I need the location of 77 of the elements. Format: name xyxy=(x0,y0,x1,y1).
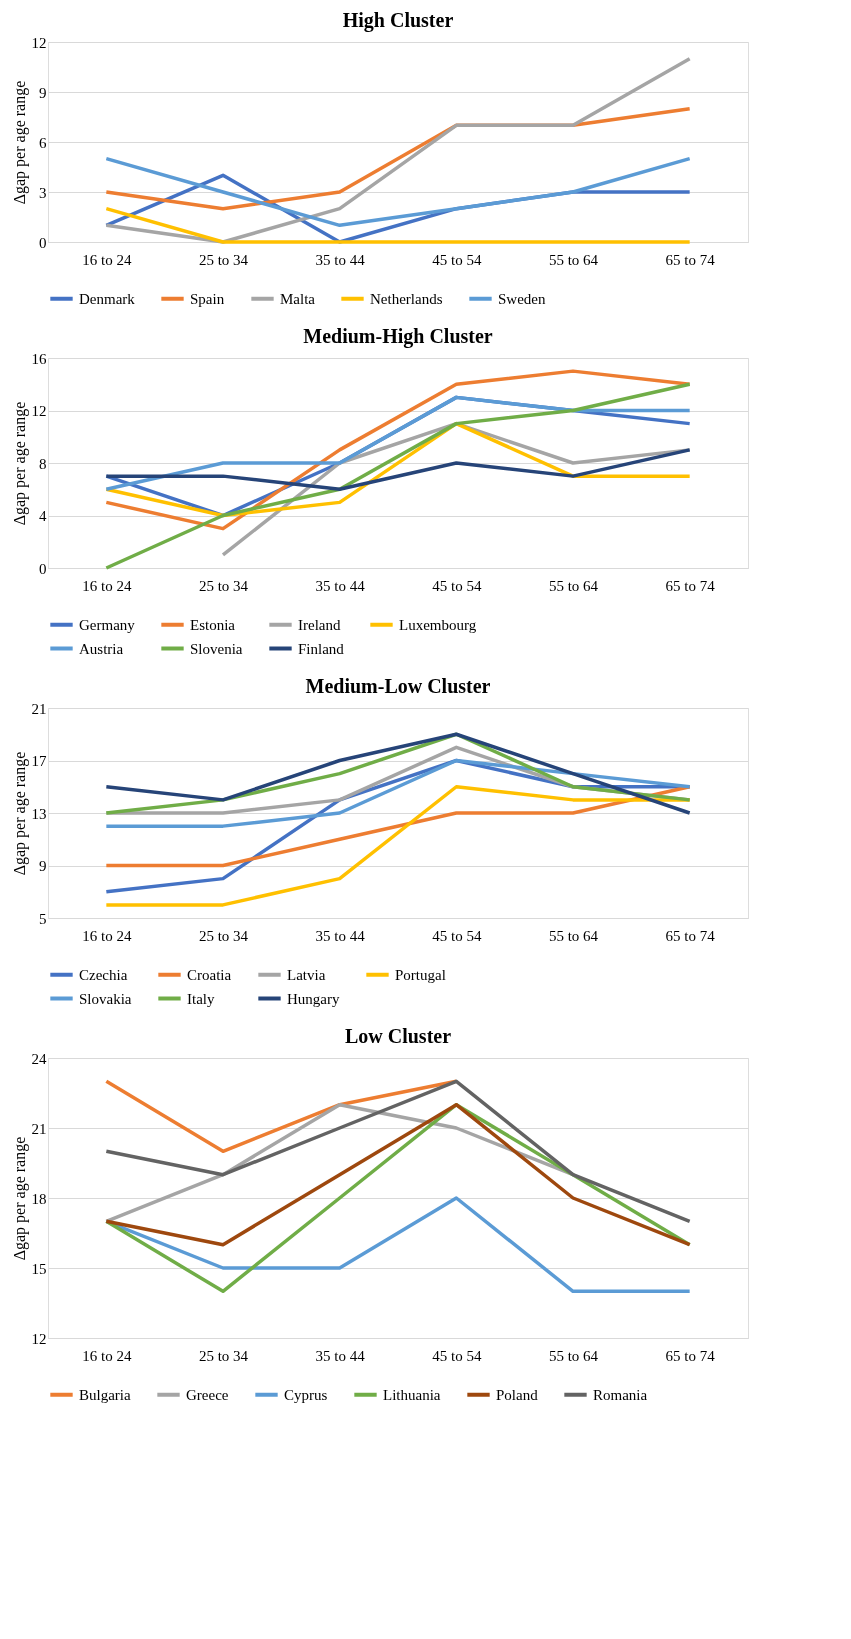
y-tick-label: 21 xyxy=(31,1120,47,1137)
y-tick-label: 8 xyxy=(39,455,47,472)
legend-label: Luxembourg xyxy=(399,616,477,633)
legend-label: Croatia xyxy=(187,966,232,983)
y-axis-title: Δgap per age range xyxy=(10,751,29,876)
x-tick-label: 55 to 64 xyxy=(548,1347,599,1364)
legend-label: Slovenia xyxy=(190,640,243,657)
x-tick-label: 35 to 44 xyxy=(315,251,366,268)
y-tick-label: 12 xyxy=(31,403,47,419)
legend-label: Malta xyxy=(280,290,316,307)
legend-label: Spain xyxy=(190,290,225,307)
x-tick-label: 65 to 74 xyxy=(665,1347,716,1364)
legend-label: Czechia xyxy=(79,966,128,983)
y-tick-label: 17 xyxy=(31,753,47,769)
x-tick-label: 45 to 54 xyxy=(432,577,482,594)
y-tick-label: 5 xyxy=(39,910,47,927)
x-tick-label: 25 to 34 xyxy=(198,927,249,944)
y-tick-label: 4 xyxy=(39,508,47,524)
chart-title: Low Cluster xyxy=(344,1025,452,1047)
y-tick-label: 0 xyxy=(39,234,47,251)
y-axis-title: Δgap per age range xyxy=(10,1136,29,1261)
y-axis-title: Δgap per age range xyxy=(10,80,29,205)
x-tick-label: 55 to 64 xyxy=(548,927,599,944)
chart-title: Medium-High Cluster xyxy=(303,325,493,348)
y-tick-label: 15 xyxy=(31,1260,47,1277)
x-tick-label: 65 to 74 xyxy=(665,927,716,944)
legend-label: Ireland xyxy=(298,616,341,633)
legend-label: Sweden xyxy=(498,290,546,307)
x-tick-label: 55 to 64 xyxy=(548,577,599,594)
y-tick-label: 0 xyxy=(39,560,47,577)
x-tick-label: 16 to 24 xyxy=(82,1347,132,1364)
y-tick-label: 18 xyxy=(31,1190,47,1207)
x-tick-label: 25 to 34 xyxy=(198,577,249,594)
y-tick-label: 9 xyxy=(39,84,47,101)
legend-label: Estonia xyxy=(190,616,236,633)
y-tick-label: 9 xyxy=(39,858,47,874)
y-axis-title: Δgap per age range xyxy=(10,401,29,526)
legend-label: Romania xyxy=(593,1386,648,1403)
legend-label: Denmark xyxy=(79,290,136,307)
x-tick-label: 45 to 54 xyxy=(432,251,482,268)
legend-label: Greece xyxy=(186,1386,229,1403)
x-tick-label: 35 to 44 xyxy=(315,927,366,944)
x-tick-label: 45 to 54 xyxy=(432,927,482,944)
legend-label: Italy xyxy=(187,990,215,1007)
y-tick-label: 12 xyxy=(31,1330,47,1347)
legend-label: Bulgaria xyxy=(79,1386,131,1403)
y-tick-label: 6 xyxy=(39,134,47,151)
x-tick-label: 16 to 24 xyxy=(82,927,132,944)
x-tick-label: 65 to 74 xyxy=(665,251,716,268)
legend-label: Finland xyxy=(298,640,345,657)
legend-label: Hungary xyxy=(287,990,340,1007)
y-tick-label: 3 xyxy=(39,184,47,201)
y-tick-label: 13 xyxy=(31,805,47,822)
legend-label: Germany xyxy=(79,616,136,633)
legend-label: Latvia xyxy=(287,966,326,983)
y-tick-label: 21 xyxy=(31,700,47,717)
y-tick-label: 24 xyxy=(31,1050,47,1067)
x-tick-label: 55 to 64 xyxy=(548,251,599,268)
legend-label: Portugal xyxy=(395,966,446,983)
y-tick-label: 12 xyxy=(31,34,47,51)
legend-label: Netherlands xyxy=(370,290,443,307)
x-tick-label: 65 to 74 xyxy=(665,577,716,594)
x-tick-label: 35 to 44 xyxy=(315,1347,366,1364)
x-tick-label: 25 to 34 xyxy=(198,1347,249,1364)
legend-label: Slovakia xyxy=(79,990,132,1007)
legend-label: Cyprus xyxy=(284,1386,328,1403)
y-tick-label: 16 xyxy=(31,350,47,367)
x-tick-label: 45 to 54 xyxy=(432,1347,482,1364)
x-tick-label: 16 to 24 xyxy=(82,577,132,594)
legend-label: Lithuania xyxy=(383,1386,441,1403)
legend-label: Poland xyxy=(496,1386,539,1403)
legend-label: Austria xyxy=(79,640,124,657)
chart-title: Medium-Low Cluster xyxy=(305,675,491,697)
x-tick-label: 16 to 24 xyxy=(82,251,132,268)
x-tick-label: 35 to 44 xyxy=(315,577,366,594)
x-tick-label: 25 to 34 xyxy=(198,251,249,268)
chart-title: High Cluster xyxy=(342,9,454,32)
